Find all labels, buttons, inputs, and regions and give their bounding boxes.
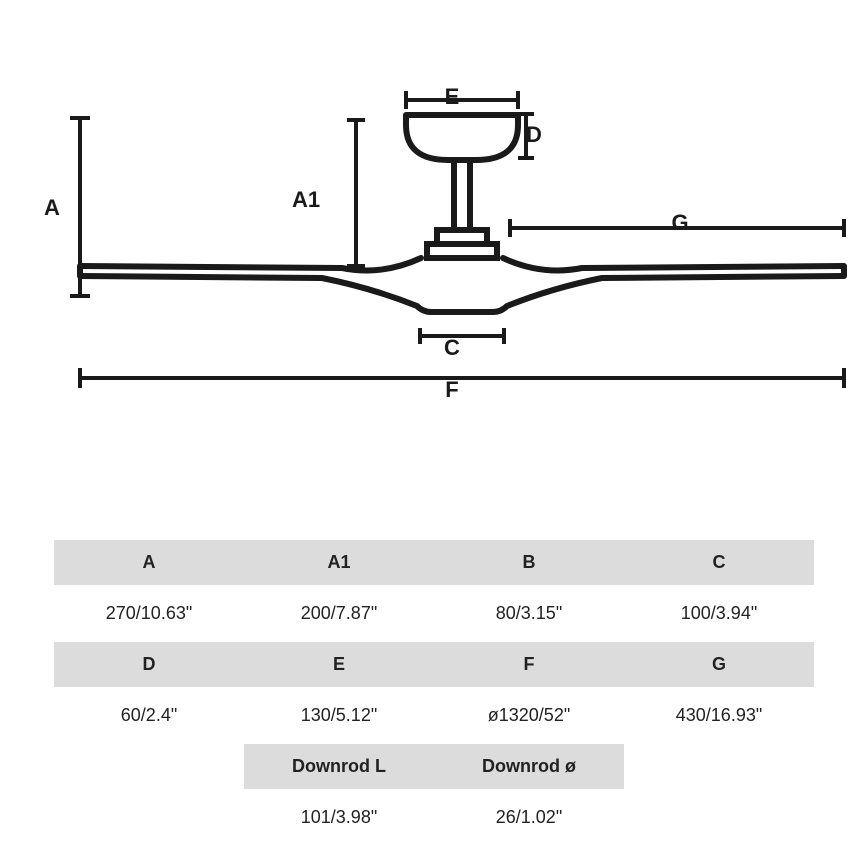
table-value: 130/5.12" (244, 693, 434, 738)
table-value: 101/3.98" (244, 795, 434, 840)
table-value: 60/2.4" (54, 693, 244, 738)
table-row: 101/3.98" 26/1.02" (44, 795, 824, 840)
table-row: 60/2.4" 130/5.12" ø1320/52" 430/16.93" (44, 693, 824, 738)
table-value: 430/16.93" (624, 693, 814, 738)
table-value: 270/10.63" (54, 591, 244, 636)
table-row: Downrod L Downrod ø (44, 744, 824, 789)
table-header: B (434, 540, 624, 585)
table-row: A A1 B C (44, 540, 824, 585)
table-header: Downrod ø (434, 744, 624, 789)
table-value: 80/3.15" (434, 591, 624, 636)
dim-label-E: E (445, 84, 460, 110)
table-header: G (624, 642, 814, 687)
table-header: A (54, 540, 244, 585)
dim-label-A: A (44, 195, 60, 221)
table-header: E (244, 642, 434, 687)
dim-label-C: C (444, 335, 460, 361)
table-header: F (434, 642, 624, 687)
table-header: C (624, 540, 814, 585)
table-row: D E F G (44, 642, 824, 687)
table-value: 26/1.02" (434, 795, 624, 840)
diagram-svg (0, 0, 868, 430)
table-header: D (54, 642, 244, 687)
dim-label-D: D (526, 122, 542, 148)
table-value: ø1320/52" (434, 693, 624, 738)
dim-label-A1: A1 (292, 187, 320, 213)
dimension-diagram: A A1 C D E F G (0, 0, 868, 430)
table-row: 270/10.63" 200/7.87" 80/3.15" 100/3.94" (44, 591, 824, 636)
table-header: Downrod L (244, 744, 434, 789)
table-value: 100/3.94" (624, 591, 814, 636)
dim-label-G: G (671, 210, 688, 236)
table-value: 200/7.87" (244, 591, 434, 636)
dimensions-table: A A1 B C 270/10.63" 200/7.87" 80/3.15" 1… (44, 540, 824, 840)
dim-label-F: F (445, 377, 458, 403)
table-header: A1 (244, 540, 434, 585)
